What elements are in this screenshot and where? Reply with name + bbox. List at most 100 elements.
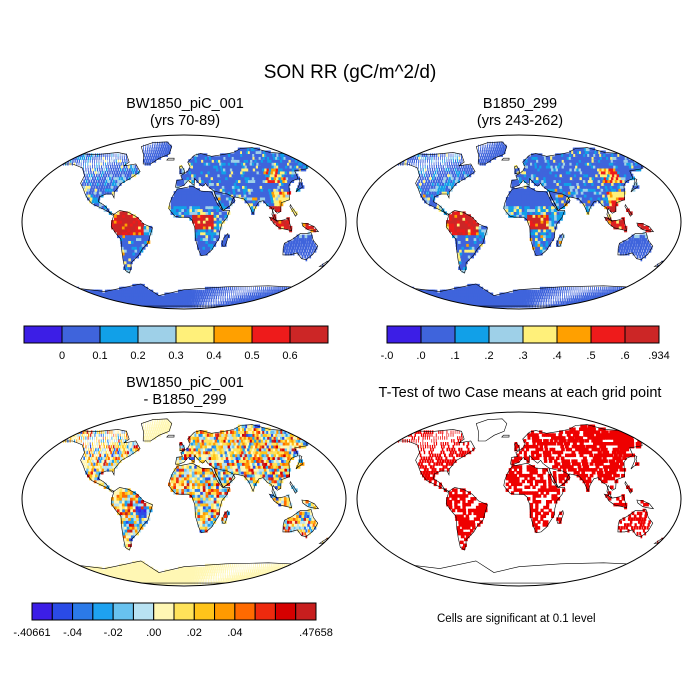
panel-title-case2-line1: B1850_299 xyxy=(482,96,558,112)
colorbar-label: 0.3 xyxy=(168,350,183,362)
coastline-mad xyxy=(221,233,229,247)
colorbar-label: .1 xyxy=(450,350,459,362)
colorbar-box xyxy=(214,602,236,621)
colorbar-box xyxy=(274,602,297,621)
coastline-gl xyxy=(475,141,508,165)
colorbar-box xyxy=(590,325,626,344)
colorbar-label: 0.5 xyxy=(244,350,259,362)
coastline-af xyxy=(503,185,566,257)
coastline-an xyxy=(57,283,310,307)
map-diff xyxy=(21,411,347,587)
coastline-gl xyxy=(475,418,508,442)
colorbar-box xyxy=(112,602,134,621)
colorbar-box xyxy=(289,325,329,344)
colorbar-label: .02 xyxy=(187,627,202,639)
colorbar-label: 0.1 xyxy=(92,350,107,362)
panel-title-ttest: T-Test of two Case means at each grid po… xyxy=(350,385,690,402)
coastline-ph xyxy=(624,480,633,494)
coastline-mad xyxy=(221,510,229,524)
coastline-an xyxy=(392,283,645,307)
colorbar-box xyxy=(522,325,558,344)
colorbar-box xyxy=(193,602,216,621)
colorbar-label: .5 xyxy=(586,350,595,362)
coastline-an xyxy=(57,560,310,584)
panel-title-case1-line2: (yrs 70-89) xyxy=(149,113,221,129)
coastline-eu xyxy=(175,424,314,499)
coastline-ice xyxy=(501,434,510,438)
colorbar-label: .00 xyxy=(146,627,161,639)
coastline-gl xyxy=(140,418,173,442)
panel-title-diff-line1: BW1850_piC_001 xyxy=(126,375,244,391)
map-border xyxy=(356,411,682,587)
coastline-gl xyxy=(140,141,173,165)
colorbar-label: .2 xyxy=(484,350,493,362)
colorbar-box xyxy=(556,325,592,344)
map-ttest xyxy=(356,411,682,587)
coastline-af xyxy=(168,462,231,534)
colorbar-box xyxy=(23,325,63,344)
coastline-eu xyxy=(175,147,314,222)
coastline-ph xyxy=(289,203,298,217)
colorbar-label: .47658 xyxy=(299,627,333,639)
colorbar-box xyxy=(99,325,139,344)
coastline-af xyxy=(168,185,231,257)
colorbar-box xyxy=(213,325,253,344)
map-case1 xyxy=(21,134,347,310)
panel-title-case2-line2: (yrs 243-262) xyxy=(476,113,564,129)
coastline-ph xyxy=(624,203,633,217)
coastline-au xyxy=(617,232,654,261)
coastline-ice xyxy=(166,434,175,438)
coastline-sa xyxy=(445,487,488,551)
colorbar-label: -.04 xyxy=(63,627,82,639)
figure-title: SON RR (gC/m^2/d) xyxy=(263,62,437,83)
colorbar-box xyxy=(251,325,291,344)
coastline-ind xyxy=(603,216,628,232)
colorbar-label: .3 xyxy=(518,350,527,362)
colorbar-box xyxy=(175,325,215,344)
coastline-na xyxy=(395,429,476,493)
colorbar-diff: -.40661 -.04 -.02 .00 .02 .04 .47658 xyxy=(13,602,333,639)
panel-title-case2: B1850_299 (yrs 243-262) xyxy=(360,96,680,130)
colorbar-box xyxy=(488,325,524,344)
coastline-na xyxy=(60,429,141,493)
colorbar-box xyxy=(234,602,256,621)
coastline-au xyxy=(617,509,654,538)
coastline-ice xyxy=(501,157,510,161)
coastline-sa xyxy=(445,210,488,274)
coastline-ar xyxy=(213,467,236,488)
coastline-af xyxy=(503,462,566,534)
coastline-eu xyxy=(510,147,649,222)
colorbar-label: .6 xyxy=(620,350,629,362)
colorbar-label: -.0 xyxy=(381,350,394,362)
panel-title-case1: BW1850_piC_001 (yrs 70-89) xyxy=(25,96,345,130)
coastline-ar xyxy=(548,190,571,211)
coastline-ind xyxy=(268,216,293,232)
coastline-an xyxy=(392,560,645,584)
coastline-png xyxy=(636,222,655,233)
colorbar-label: .934 xyxy=(648,350,669,362)
colorbar-box xyxy=(153,602,175,621)
colorbar-box xyxy=(386,325,422,344)
panel-title-diff-line2: - B1850_299 xyxy=(143,392,227,408)
coastline-uk xyxy=(179,165,186,175)
colorbar-label: .04 xyxy=(227,627,242,639)
colorbar-box xyxy=(137,325,177,344)
coastline-au xyxy=(282,232,319,261)
coastline-jp xyxy=(295,178,303,193)
colorbar-label: -.40661 xyxy=(13,627,50,639)
colorbar-label: .0 xyxy=(416,350,425,362)
coastline-sa xyxy=(110,487,153,551)
colorbar-label: .4 xyxy=(552,350,561,362)
coastline-mad xyxy=(556,233,564,247)
colorbar-box xyxy=(72,602,94,621)
colorbar-box xyxy=(31,602,53,621)
map-border xyxy=(21,134,347,310)
map-border xyxy=(356,134,682,310)
colorbar-box xyxy=(454,325,490,344)
coastline-jp xyxy=(630,178,638,193)
coastline-uk xyxy=(514,442,521,452)
map-case2 xyxy=(356,134,682,310)
coastline-uk xyxy=(179,442,186,452)
colorbar-case1: 0 0.1 0.2 0.3 0.4 0.5 0.6 xyxy=(23,325,329,362)
panel-title-diff: BW1850_piC_001 - B1850_299 xyxy=(25,375,345,409)
